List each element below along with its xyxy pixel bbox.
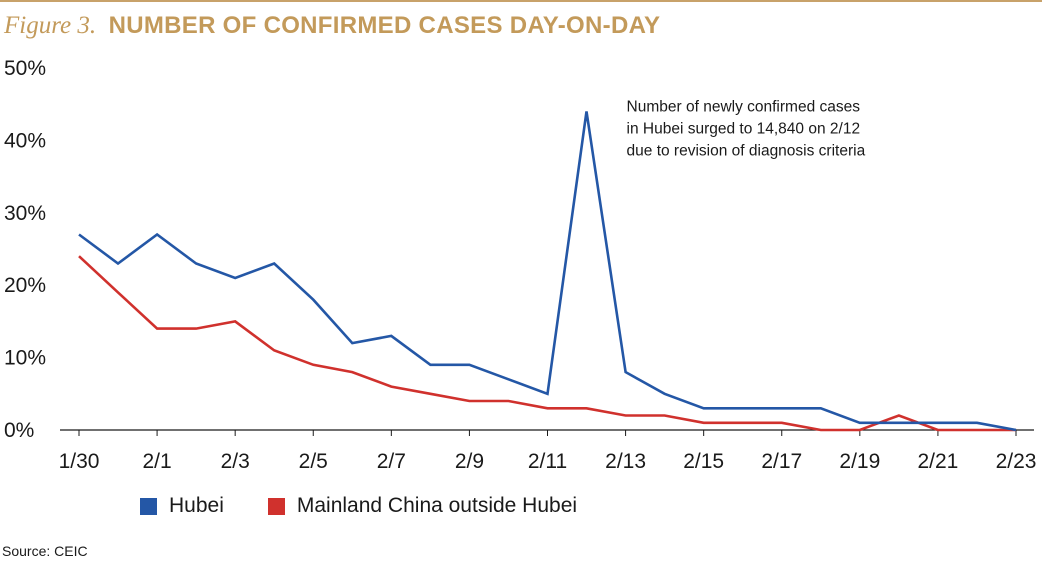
y-tick-label: 40% (4, 129, 46, 152)
y-tick-label: 30% (4, 202, 46, 225)
annotation-line-3: due to revision of diagnosis criteria (627, 142, 866, 159)
legend-item-hubei: Hubei (140, 494, 224, 518)
legend: Hubei Mainland China outside Hubei (140, 494, 621, 518)
x-tick-label: 2/7 (377, 450, 406, 473)
annotation-line-1: Number of newly confirmed cases (627, 98, 861, 115)
series-lines (78, 111, 1017, 432)
x-tick-label: 2/9 (455, 450, 484, 473)
x-tick-label: 2/15 (683, 450, 724, 473)
x-tick-label: 2/17 (761, 450, 802, 473)
x-tick-label: 2/3 (221, 450, 250, 473)
x-tick-label: 2/23 (996, 450, 1037, 473)
series-line-hubei (78, 111, 1017, 432)
series-line-outside-hubei (78, 255, 1016, 432)
annotation-text: Number of newly confirmed cases in Hubei… (627, 98, 866, 159)
y-tick-label: 0% (4, 419, 34, 442)
x-tick-label: 2/1 (142, 450, 171, 473)
legend-swatch-outside-hubei (267, 497, 285, 515)
x-tick-label: 2/21 (917, 450, 958, 473)
y-tick-label: 10% (4, 347, 46, 370)
legend-swatch-hubei (140, 497, 157, 515)
annotation-line-2: in Hubei surged to 14,840 on 2/12 (627, 120, 861, 137)
legend-label-outside-hubei: Mainland China outside Hubei (296, 494, 578, 517)
x-tick-label: 2/13 (605, 450, 646, 473)
legend-label-hubei: Hubei (169, 494, 224, 517)
x-tick-label: 1/30 (59, 450, 100, 473)
y-axis-ticks: 0% 10% 20% 30% 40% 50% (4, 57, 46, 442)
source-note: Source: CEIC (2, 543, 88, 559)
y-tick-label: 20% (4, 274, 46, 297)
figure-label: Figure 3. (4, 12, 97, 39)
figure-heading: NUMBER OF CONFIRMED CASES DAY-ON-DAY (108, 12, 661, 39)
x-tick-label: 2/5 (299, 450, 328, 473)
legend-item-outside-hubei: Mainland China outside Hubei (267, 494, 578, 518)
y-tick-label: 50% (4, 57, 46, 80)
top-rule (0, 0, 1042, 2)
x-axis-ticks: 1/30 2/1 2/3 2/5 2/7 2/9 2/11 2/13 2/15 2/17 2/19 2… (59, 430, 1037, 473)
x-tick-label: 2/11 (528, 450, 567, 473)
figure-title: Figure 3. NUMBER OF CONFIRMED CASES DAY-… (4, 12, 660, 40)
x-tick-label: 2/19 (839, 450, 880, 473)
